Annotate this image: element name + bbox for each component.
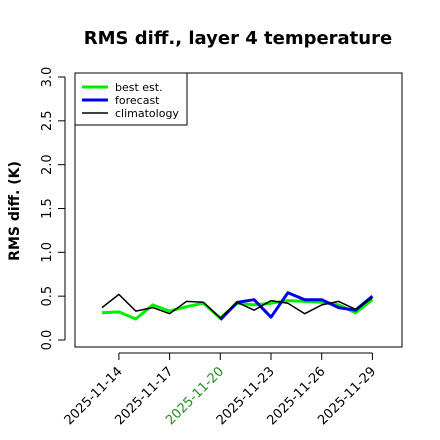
plot-area	[74, 72, 403, 348]
series-line-climatology	[101, 293, 373, 319]
y-tick-label: 3.0	[40, 67, 55, 88]
chart-title: RMS diff., layer 4 temperature	[84, 28, 392, 49]
y-tick-label: 1.5	[40, 198, 55, 219]
series-layer	[101, 291, 374, 321]
y-tick-label: 1.0	[40, 242, 55, 263]
y-tick-label: 2.0	[40, 154, 55, 175]
legend-label: best est.	[115, 81, 163, 94]
x-axis: 2025-11-142025-11-172025-11-202025-11-23…	[62, 352, 379, 428]
legend-label: forecast	[115, 94, 160, 107]
legend-label: climatology	[115, 107, 179, 120]
y-tick-label: 0.0	[40, 330, 55, 351]
y-tick-label: 0.5	[40, 286, 55, 307]
y-axis: 0.0 0.5 1.0 1.5 2.0 2.5 3.0	[40, 67, 66, 351]
series-line-forecast	[219, 291, 374, 321]
y-axis-label: RMS diff. (K)	[7, 161, 23, 261]
y-tick-label: 2.5	[40, 110, 55, 131]
